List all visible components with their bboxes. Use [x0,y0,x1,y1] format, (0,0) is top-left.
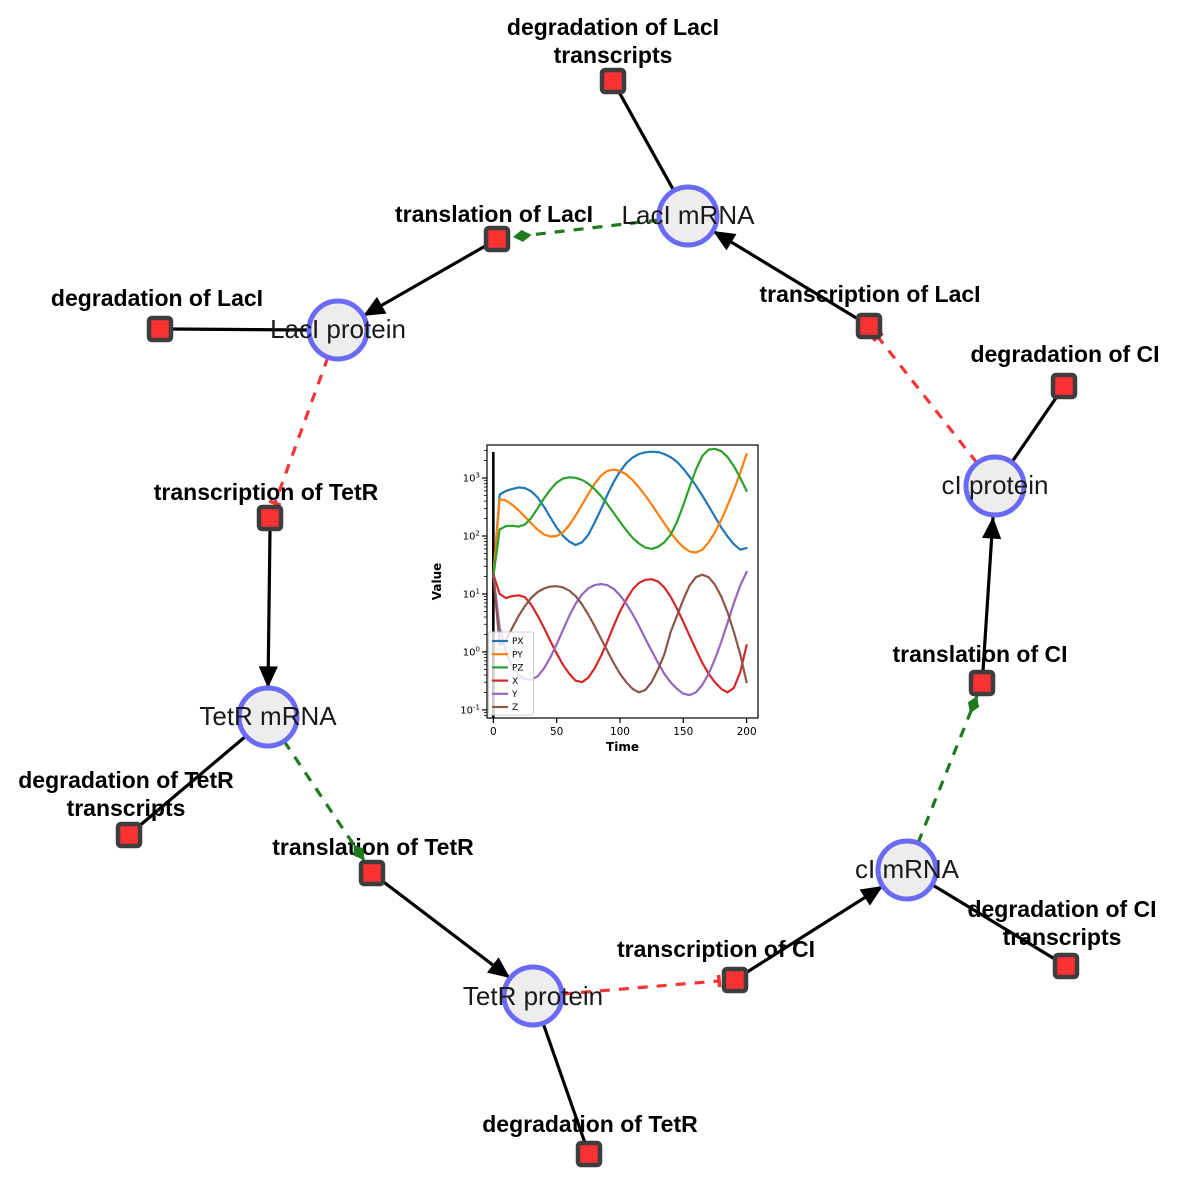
edge-tetr-mrna-to-degradation-transcripts [136,734,248,829]
legend-label-Z: Z [512,703,518,713]
edge-tetr-mrna-modifies-translation [282,740,366,861]
y-tick-label: 101 [463,587,480,600]
species-node-tetr-mrna [236,685,300,749]
label-tetr-protein: TetR protein [463,981,603,1011]
series-line-X [492,573,748,694]
series-line-Z [492,573,748,694]
x-tick-label: 0 [490,726,497,738]
reaction-node-degradation-of-tetr-transcripts [115,821,143,849]
reaction-node-transcription-of-tetr [256,504,284,532]
edge-laci-mrna-modifies-translation [512,218,660,242]
edge-tetr-protein-inhibits-transcription-ci [561,974,722,996]
plot-spines [486,444,759,719]
series-line-PZ [492,447,748,578]
legend-frame [488,631,534,716]
label-ci-mrna: cI mRNA [855,854,960,884]
x-tick-label: 200 [737,726,757,738]
series-line-PY [492,452,748,578]
legend-label-PZ: PZ [512,664,524,674]
edge-transcription-tetr-to-tetr-mrna [258,529,278,689]
label-translation-of-ci: translation of CI [892,641,1067,667]
x-tick-label: 100 [610,726,630,738]
label-degradation-of-ci-transcripts-line1: degradation of CI [967,896,1156,922]
reaction-node-translation-of-laci [483,225,511,253]
edge-laci-protein-to-degradation [171,327,310,332]
species-node-ci-protein [963,454,1027,518]
species-node-laci-protein [306,298,370,362]
y-tick-label: 103 [463,472,480,485]
label-degradation-of-tetr-transcripts-line1: degradation of TetR [18,767,234,793]
edge-ci-mrna-to-degradation-transcripts [930,882,1059,963]
reaction-node-degradation-of-ci [1050,372,1078,400]
edge-ci-protein-to-degradation [1010,394,1060,463]
label-translation-of-laci: translation of LacI [395,201,593,227]
label-degradation-of-ci-transcripts-line2: transcripts [1003,924,1122,950]
reaction-node-translation-of-tetr [358,859,386,887]
edge-translation-tetr-to-tetr-protein [380,878,511,980]
label-degradation-of-laci: degradation of LacI [51,285,263,311]
legend-label-X: X [512,677,518,687]
x-axis-label: Time [606,740,639,754]
edge-ci-protein-inhibits-transcription-laci [872,331,979,464]
label-transcription-of-laci: transcription of LacI [759,281,980,307]
legend-label-PY: PY [512,650,523,660]
legend-label-Y: Y [511,690,518,700]
label-degradation-of-laci-transcripts-line2: transcripts [554,42,673,68]
series-line-Y [492,570,748,697]
y-tick-label: 102 [463,530,480,543]
label-degradation-of-ci: degradation of CI [970,341,1159,367]
edge-ci-mrna-modifies-translation [916,695,980,844]
y-axis-label: Value [430,563,444,601]
species-node-laci-mrna [656,184,720,248]
y-tick-label: 100 [463,645,480,658]
reaction-node-degradation-of-laci-transcripts [599,67,627,95]
x-tick-label: 50 [550,726,563,738]
edge-laci-mrna-to-degradation-transcripts [617,91,676,192]
plot-legend: PX PY PZ XYZ [488,631,534,716]
label-degradation-of-laci-transcripts-line1: degradation of LacI [507,14,719,40]
edge-translation-ci-to-ci-protein [981,516,1002,672]
reaction-node-degradation-of-ci-transcripts [1052,952,1080,980]
legend-label-PX: PX [512,637,524,647]
label-laci-mrna: LacI mRNA [622,200,756,230]
x-tick-label: 150 [673,726,693,738]
y-tick-label: 10-1 [460,703,480,716]
edge-transcription-ci-to-ci-mrna [743,884,884,976]
reaction-node-transcription-of-ci [721,966,749,994]
timecourse-inset-plot: 0 50 100 150 20010310210110010-1TimeValuePXP… [430,444,759,754]
species-node-ci-mrna [875,838,939,902]
label-laci-protein: LacI protein [270,314,406,344]
label-degradation-of-tetr: degradation of TetR [482,1111,698,1137]
edge-laci-protein-inhibits-transcription-tetr [268,356,330,507]
label-transcription-of-tetr: transcription of TetR [154,479,379,505]
label-translation-of-tetr: translation of TetR [272,834,474,860]
reaction-node-translation-of-ci [968,669,996,697]
edge-transcription-laci-to-laci-mrna [712,229,859,321]
edge-translation-laci-to-laci-protein [362,243,488,318]
reaction-node-degradation-of-tetr [575,1140,603,1168]
reaction-node-degradation-of-laci [146,315,174,343]
edge-tetr-protein-to-degradation [541,1022,587,1144]
label-tetr-mrna: TetR mRNA [199,701,337,731]
reaction-node-transcription-of-laci [855,312,883,340]
species-node-tetr-protein [501,964,565,1028]
label-ci-protein: cI protein [942,470,1049,500]
label-degradation-of-tetr-transcripts-line2: transcripts [67,795,186,821]
